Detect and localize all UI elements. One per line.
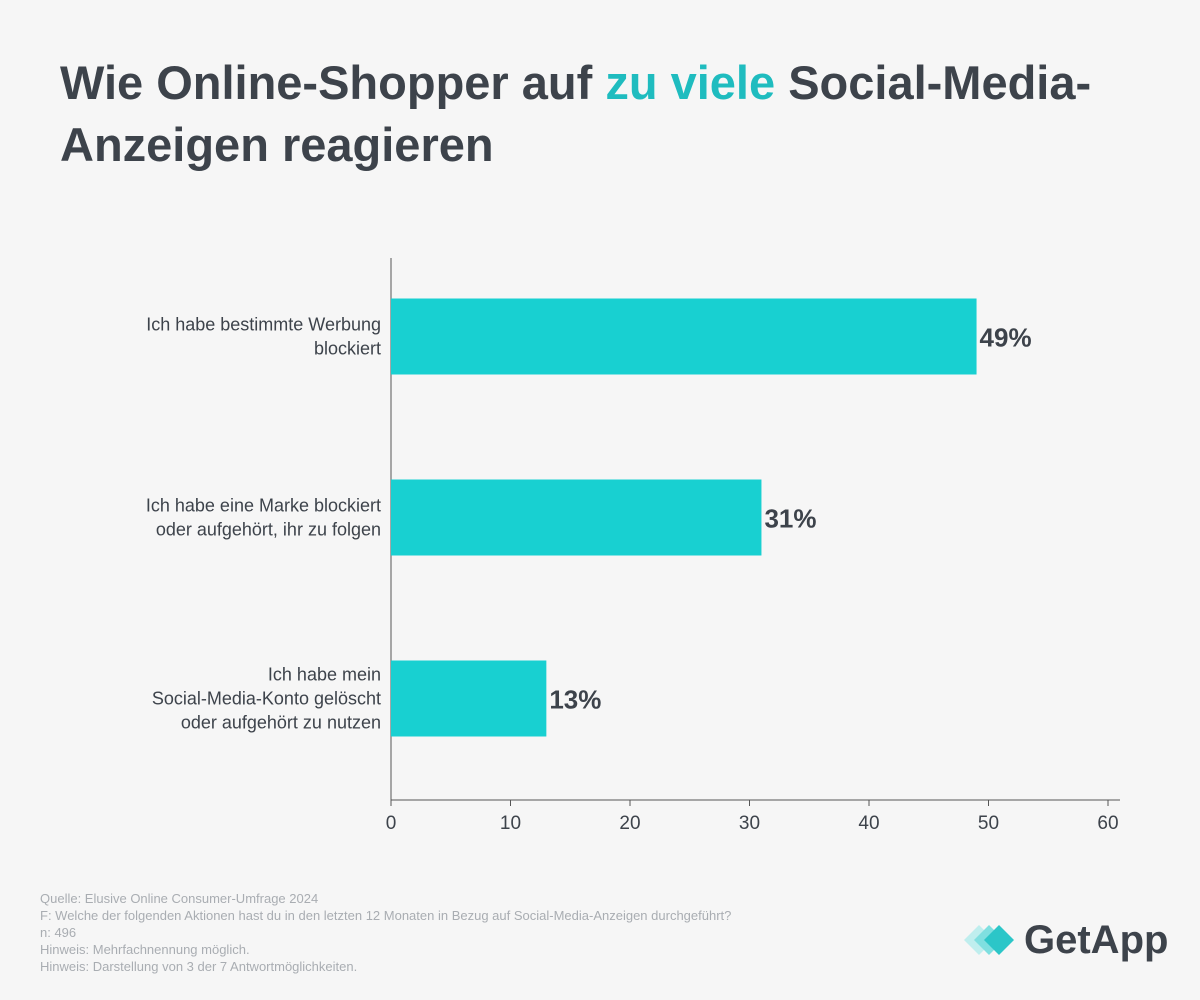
x-tick-label: 50 xyxy=(978,813,999,834)
footnote-source: Quelle: Elusive Online Consumer-Umfrage … xyxy=(40,891,319,906)
bar-value-label: 13% xyxy=(549,685,601,715)
category-label: oder aufgehört zu nutzen xyxy=(181,713,381,733)
bar xyxy=(391,298,977,375)
x-tick-label: 20 xyxy=(619,813,640,834)
x-tick-label: 10 xyxy=(500,813,521,834)
bar xyxy=(391,479,762,556)
x-tick-label: 40 xyxy=(858,813,879,834)
footnote-note-subset: Hinweis: Darstellung von 3 der 7 Antwort… xyxy=(40,959,358,974)
footnote-question: F: Welche der folgenden Aktionen hast du… xyxy=(40,908,732,923)
chart-title: Wie Online-Shopper auf zu viele Social-M… xyxy=(60,52,1140,176)
category-label: Ich habe mein xyxy=(268,665,381,685)
bar-value-label: 49% xyxy=(980,323,1032,353)
getapp-logo: GetApp xyxy=(962,918,1177,962)
footnotes: Quelle: Elusive Online Consumer-Umfrage … xyxy=(40,890,731,975)
bar-chart: 0 10 20 30 40 50 60 49% Ich habe bestimmte Werbu… xyxy=(146,258,1120,834)
title-part-2: Social-Media-Anzeigen reagieren xyxy=(60,56,1092,171)
x-tick-label: 0 xyxy=(386,813,397,834)
category-label: Social-Media-Konto gelöscht xyxy=(152,689,381,709)
x-tick-label: 30 xyxy=(739,813,760,834)
footnote-sample-size: n: 496 xyxy=(40,925,77,940)
category-label: blockiert xyxy=(314,339,381,359)
getapp-diamond-icon xyxy=(964,925,1014,955)
bar-value-label: 31% xyxy=(764,504,816,534)
title-part-1: Wie Online-Shopper auf xyxy=(60,56,606,109)
logo-text: GetApp xyxy=(1024,918,1169,962)
footnote-note-multiple: Hinweis: Mehrfachnennung möglich. xyxy=(40,942,250,957)
title-highlight: zu viele xyxy=(605,56,776,109)
bar xyxy=(391,660,547,737)
category-label: Ich habe bestimmte Werbung xyxy=(146,315,381,335)
x-tick-label: 60 xyxy=(1097,813,1118,834)
category-label: oder aufgehört, ihr zu folgen xyxy=(156,520,381,540)
category-label: Ich habe eine Marke blockiert xyxy=(146,496,381,516)
